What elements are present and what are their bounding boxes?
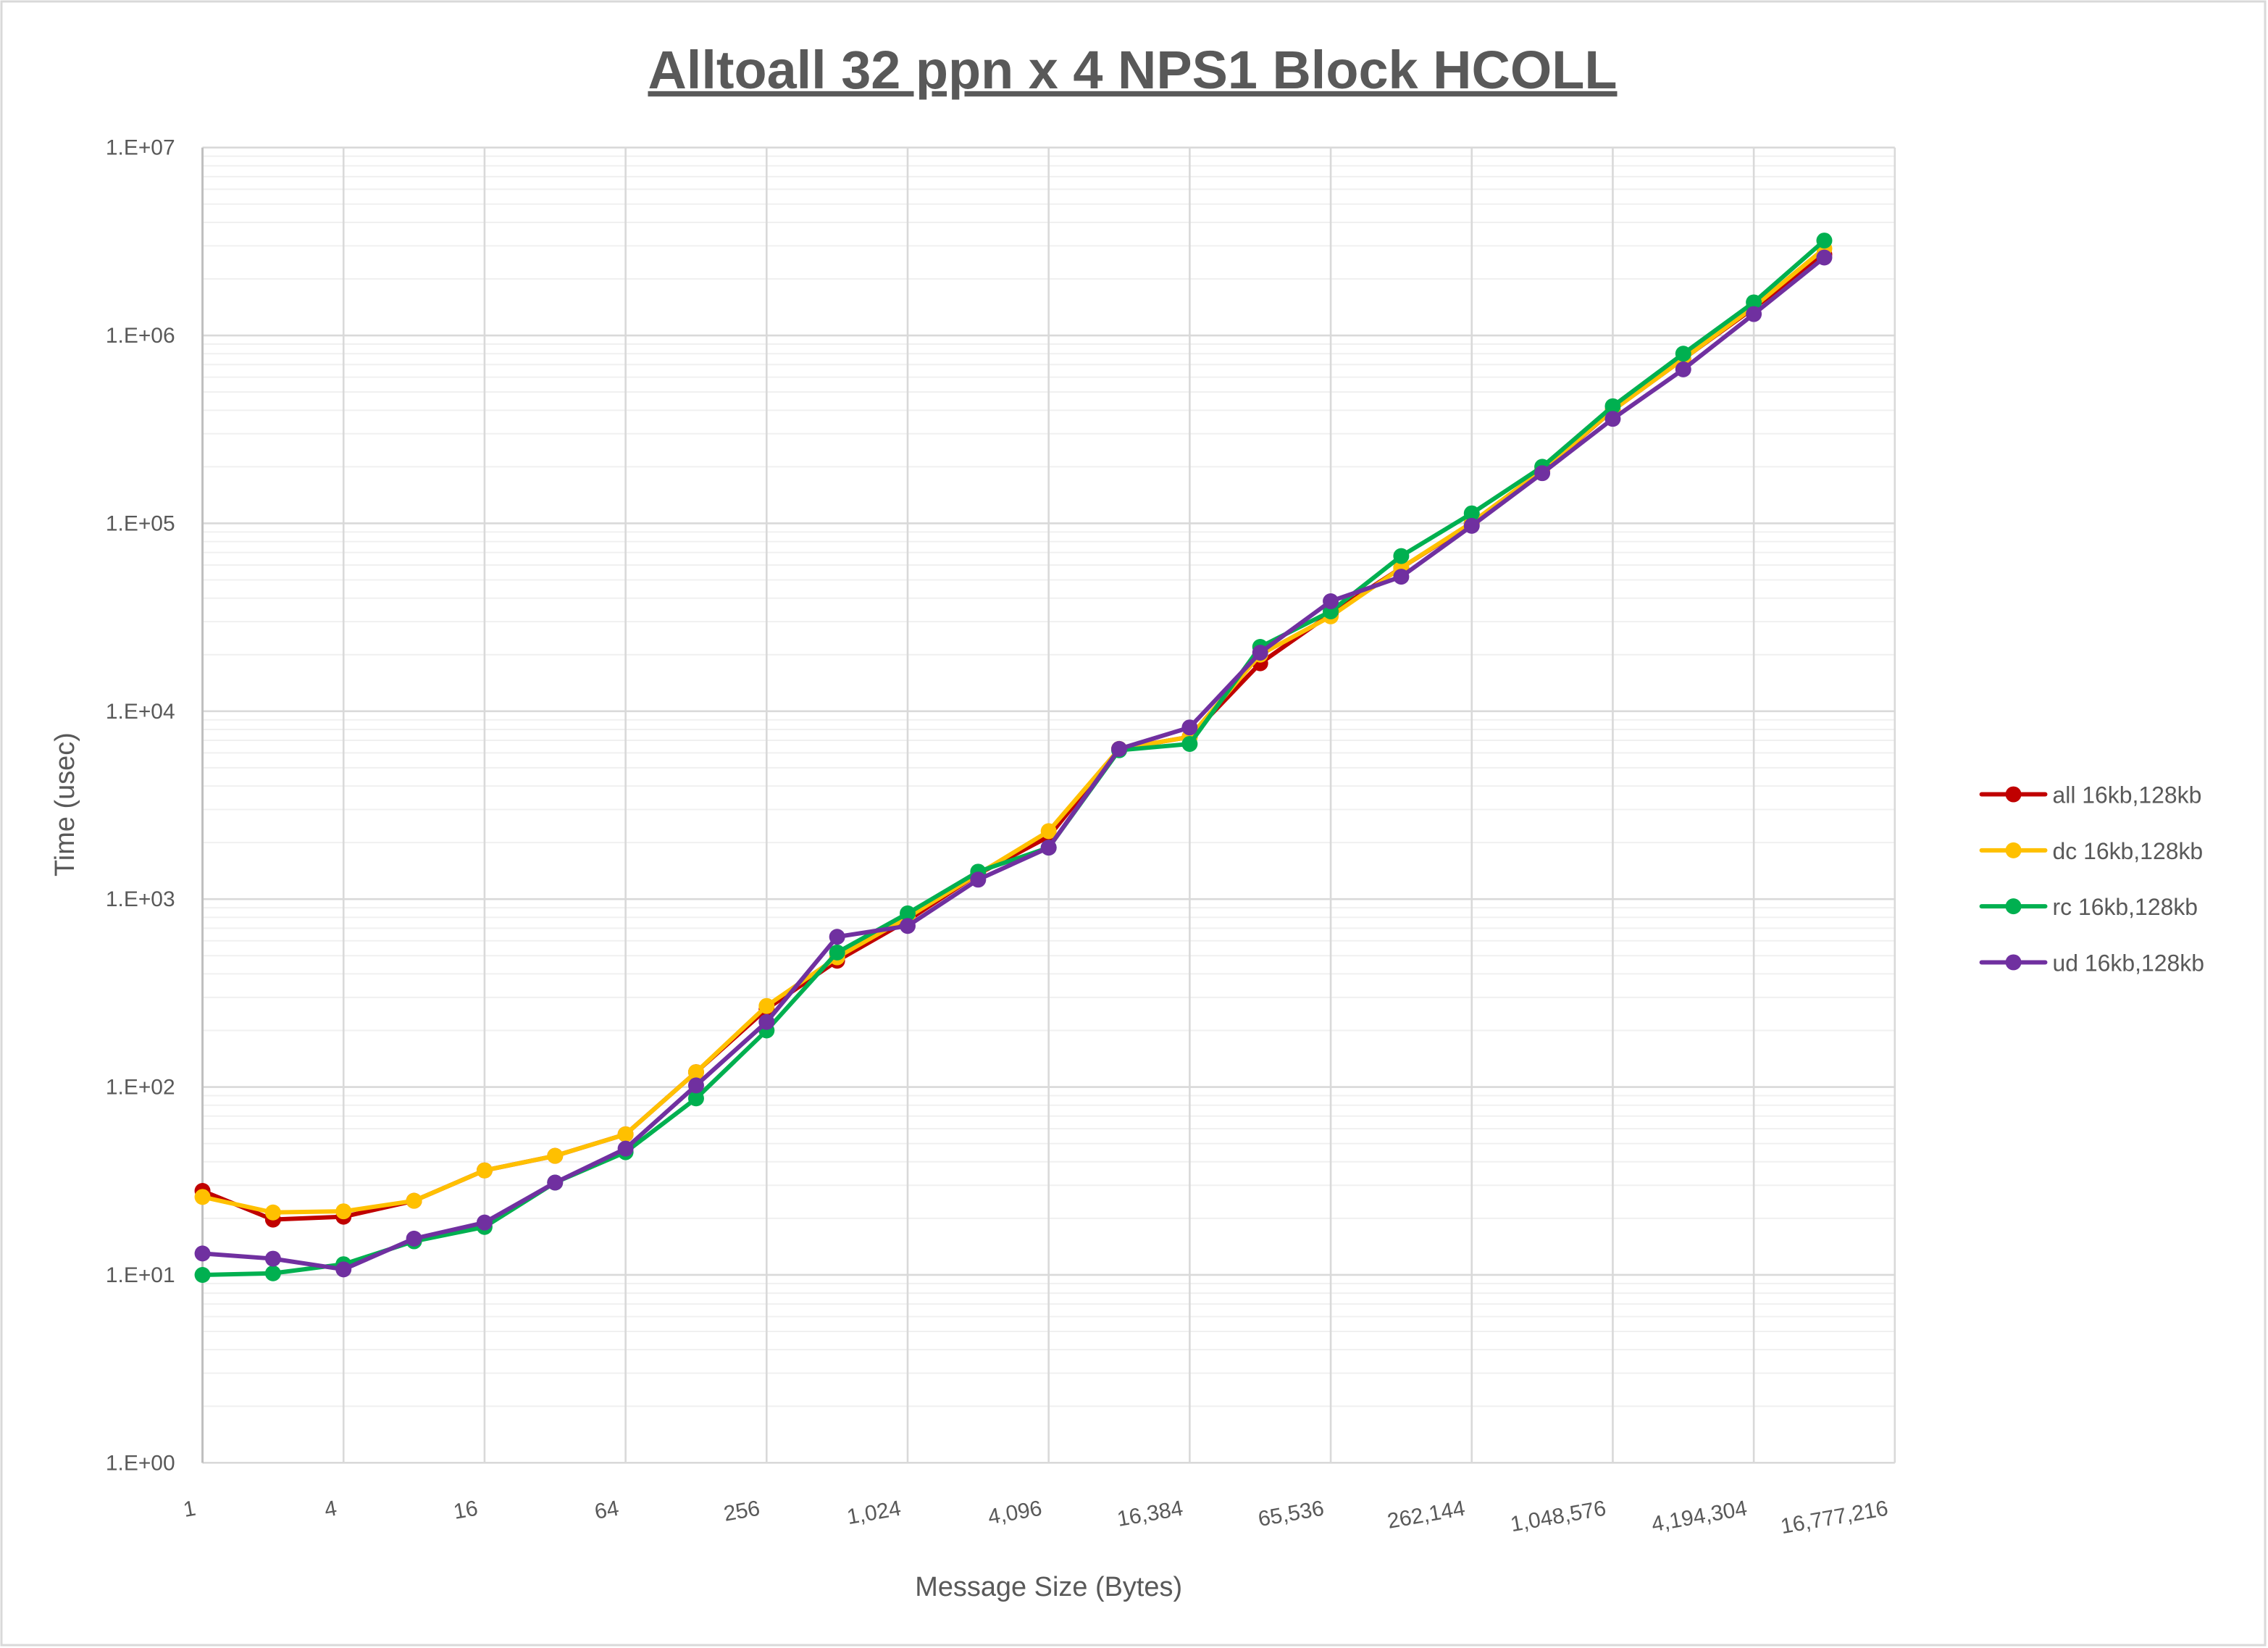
data-point bbox=[1323, 593, 1339, 609]
data-point bbox=[476, 1162, 493, 1179]
data-point bbox=[264, 1204, 281, 1221]
data-point bbox=[1604, 411, 1621, 427]
data-point bbox=[194, 1266, 211, 1283]
data-point bbox=[194, 1245, 211, 1262]
x-tick-label: 1 bbox=[182, 1497, 198, 1522]
data-point bbox=[406, 1192, 422, 1209]
series-group bbox=[194, 233, 1833, 1283]
legend-item: ud 16kb,128kb bbox=[1979, 950, 2204, 976]
data-point bbox=[547, 1147, 564, 1164]
legend: all 16kb,128kb dc 16kb,128kb rc 16kb,128kb… bbox=[1979, 782, 2204, 976]
data-point bbox=[264, 1265, 281, 1281]
data-point bbox=[335, 1203, 352, 1220]
y-tick-label: 1.E+04 bbox=[106, 700, 175, 724]
legend-label: dc 16kb,128kb bbox=[2052, 838, 2203, 864]
data-point bbox=[547, 1174, 564, 1191]
data-point bbox=[829, 929, 845, 945]
data-point bbox=[1393, 548, 1410, 564]
data-point bbox=[687, 1064, 704, 1081]
legend-item: rc 16kb,128kb bbox=[1979, 894, 2198, 920]
data-point bbox=[1463, 517, 1480, 534]
data-point bbox=[687, 1090, 704, 1107]
data-point bbox=[900, 905, 916, 921]
series-line bbox=[202, 238, 1826, 1277]
data-point bbox=[264, 1250, 281, 1267]
y-tick-label: 1.E+03 bbox=[106, 887, 175, 911]
y-tick-label: 1.E+05 bbox=[106, 511, 175, 535]
data-point bbox=[1181, 719, 1198, 736]
data-point bbox=[900, 918, 916, 934]
series-3 bbox=[194, 249, 1833, 1278]
x-axis-label: Message Size (Bytes) bbox=[915, 1572, 1182, 1602]
series-line bbox=[201, 246, 1826, 1215]
data-point bbox=[1604, 398, 1621, 414]
data-point bbox=[829, 944, 845, 961]
legend-marker bbox=[2005, 898, 2022, 915]
data-point bbox=[1181, 735, 1198, 752]
y-tick-labels: 1.E+00 1.E+01 1.E+02 1.E+03 1.E+04 1.E+05 1.E+… bbox=[106, 136, 175, 1476]
data-point bbox=[406, 1230, 422, 1247]
y-tick-label: 1.E+07 bbox=[106, 136, 175, 160]
data-point bbox=[1393, 569, 1410, 585]
legend-marker bbox=[2005, 786, 2022, 803]
legend-label: ud 16kb,128kb bbox=[2052, 950, 2204, 976]
data-point bbox=[1816, 233, 1833, 249]
data-point bbox=[194, 1189, 211, 1205]
x-tick-label: 64 bbox=[593, 1497, 621, 1524]
data-point bbox=[1040, 840, 1057, 856]
legend-label: rc 16kb,128kb bbox=[2052, 894, 2198, 920]
data-point bbox=[617, 1140, 634, 1157]
legend-marker bbox=[2005, 842, 2022, 858]
data-point bbox=[1675, 361, 1691, 377]
data-point bbox=[1252, 645, 1268, 661]
data-point bbox=[758, 1013, 775, 1030]
y-tick-label: 1.E+06 bbox=[106, 324, 175, 348]
gridlines bbox=[201, 146, 1896, 1464]
data-point bbox=[1746, 294, 1762, 311]
y-tick-label: 1.E+00 bbox=[106, 1451, 175, 1475]
data-point bbox=[1040, 823, 1057, 840]
data-point bbox=[1463, 505, 1480, 522]
series-line bbox=[202, 256, 1826, 1272]
data-point bbox=[758, 997, 775, 1014]
data-point bbox=[1111, 740, 1128, 757]
data-point bbox=[1675, 346, 1691, 362]
chart-title: Alltoall 32 ppn x 4 NPS1 Block HCOLL bbox=[648, 40, 1617, 100]
legend-marker bbox=[2005, 954, 2022, 971]
data-point bbox=[617, 1126, 634, 1142]
data-point bbox=[970, 871, 987, 888]
data-point bbox=[1746, 306, 1762, 322]
x-tick-label: 16 bbox=[452, 1497, 480, 1524]
legend-item: all 16kb,128kb bbox=[1979, 782, 2201, 808]
y-axis-label: Time (usec) bbox=[50, 732, 80, 877]
data-point bbox=[335, 1261, 352, 1278]
y-tick-label: 1.E+01 bbox=[106, 1263, 175, 1287]
legend-item: dc 16kb,128kb bbox=[1979, 838, 2203, 864]
data-point bbox=[1816, 249, 1833, 266]
data-point bbox=[1534, 465, 1551, 482]
x-tick-label: 4 bbox=[322, 1497, 338, 1522]
data-point bbox=[476, 1214, 493, 1231]
data-point bbox=[687, 1077, 704, 1094]
y-tick-label: 1.E+02 bbox=[106, 1076, 175, 1100]
legend-label: all 16kb,128kb bbox=[2052, 782, 2201, 808]
